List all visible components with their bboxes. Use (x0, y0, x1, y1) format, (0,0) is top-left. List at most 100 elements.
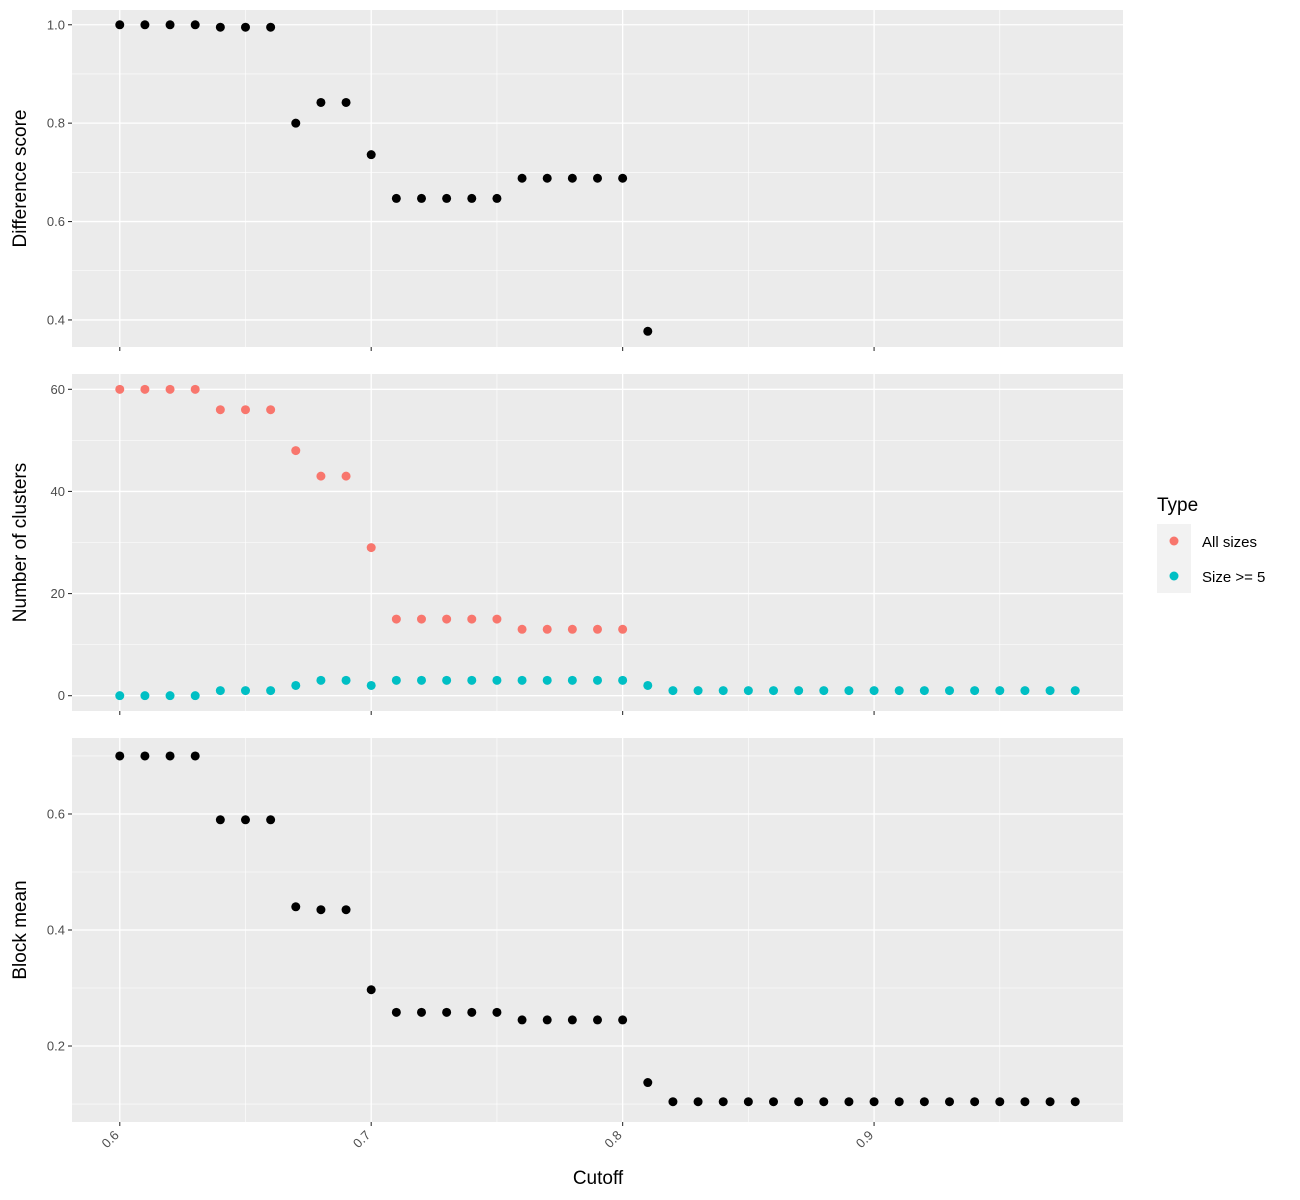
data-point (894, 686, 904, 696)
data-point (567, 1015, 577, 1025)
data-point (366, 150, 376, 160)
data-point (266, 686, 276, 696)
legend-key-all-sizes (1169, 536, 1179, 546)
data-point (593, 624, 602, 634)
data-point (995, 686, 1005, 696)
data-point (341, 471, 351, 481)
data-point (416, 1007, 426, 1017)
data-point (140, 384, 150, 394)
data-point (794, 686, 804, 696)
data-point (316, 675, 326, 685)
data-point (919, 1097, 929, 1107)
series-2 (115, 675, 1080, 701)
data-point (215, 405, 225, 415)
data-point (366, 985, 376, 995)
data-point (1020, 686, 1030, 696)
data-point (819, 686, 829, 696)
legend-key-background (1157, 524, 1191, 593)
y-tick-label: 0.2 (47, 1039, 65, 1054)
data-point (240, 405, 250, 415)
data-point (215, 686, 225, 696)
data-point (593, 675, 602, 685)
data-point (341, 97, 351, 107)
x-tick-label: 0.9 (853, 1128, 876, 1151)
data-point (215, 815, 225, 825)
data-point (618, 173, 628, 183)
data-point (1045, 686, 1055, 696)
data-point (442, 614, 452, 624)
data-point (492, 1007, 502, 1017)
legend-label-size-5: Size >= 5 (1202, 569, 1265, 586)
data-point (240, 815, 250, 825)
legend: Type All sizes Size >= 5 (1157, 495, 1265, 593)
y-tick-label: 60 (51, 382, 65, 397)
data-point (165, 751, 175, 761)
data-point (467, 1007, 477, 1017)
data-point (769, 1097, 779, 1107)
data-point (467, 193, 477, 203)
data-point (718, 1097, 728, 1107)
data-point (366, 680, 376, 690)
data-point (693, 686, 703, 696)
data-point (316, 97, 326, 107)
data-point (593, 1015, 602, 1025)
data-point (517, 1015, 527, 1025)
data-point (190, 384, 200, 394)
data-point (618, 675, 628, 685)
data-point (115, 20, 125, 30)
panel-2: 0 20 40 60 Number of clusters (10, 374, 1123, 715)
y-tick-label: 0.4 (47, 923, 65, 938)
y-tick-label: 0.8 (47, 116, 65, 131)
data-point (643, 1078, 653, 1088)
data-point (844, 1097, 854, 1107)
legend-label-all-sizes: All sizes (1202, 534, 1257, 551)
data-point (140, 691, 150, 701)
data-point (542, 624, 552, 634)
data-point (391, 675, 401, 685)
data-point (467, 675, 477, 685)
y-tick-label: 0.6 (47, 214, 65, 229)
y-tick-label: 1.0 (47, 17, 65, 32)
data-point (165, 691, 175, 701)
data-point (945, 1097, 955, 1107)
data-point (316, 905, 326, 915)
data-point (442, 675, 452, 685)
data-point (869, 686, 879, 696)
data-point (391, 1007, 401, 1017)
data-point (919, 686, 929, 696)
data-point (215, 22, 225, 32)
data-point (416, 614, 426, 624)
data-point (442, 1007, 452, 1017)
x-axis-title: Cutoff (573, 1168, 624, 1189)
y-axis-title: Block mean (10, 880, 31, 979)
data-point (819, 1097, 829, 1107)
data-point (266, 405, 276, 415)
data-point (115, 384, 125, 394)
y-axis-title: Number of clusters (10, 463, 31, 622)
data-point (844, 686, 854, 696)
data-point (643, 326, 653, 336)
data-point (567, 624, 577, 634)
data-point (416, 675, 426, 685)
data-point (668, 1097, 678, 1107)
data-point (542, 173, 552, 183)
data-point (291, 680, 301, 690)
data-point (266, 22, 276, 32)
data-point (643, 680, 653, 690)
x-tick-label: 0.8 (601, 1128, 624, 1151)
data-point (618, 1015, 628, 1025)
data-point (492, 614, 502, 624)
data-point (467, 614, 477, 624)
legend-title: Type (1157, 495, 1198, 516)
data-point (769, 686, 779, 696)
data-point (240, 22, 250, 32)
data-point (266, 815, 276, 825)
data-point (894, 1097, 904, 1107)
data-point (341, 905, 351, 915)
data-point (316, 471, 326, 481)
y-tick-label: 0.6 (47, 806, 65, 821)
data-point (970, 1097, 980, 1107)
data-point (416, 193, 426, 203)
data-point (165, 384, 175, 394)
data-point (391, 614, 401, 624)
